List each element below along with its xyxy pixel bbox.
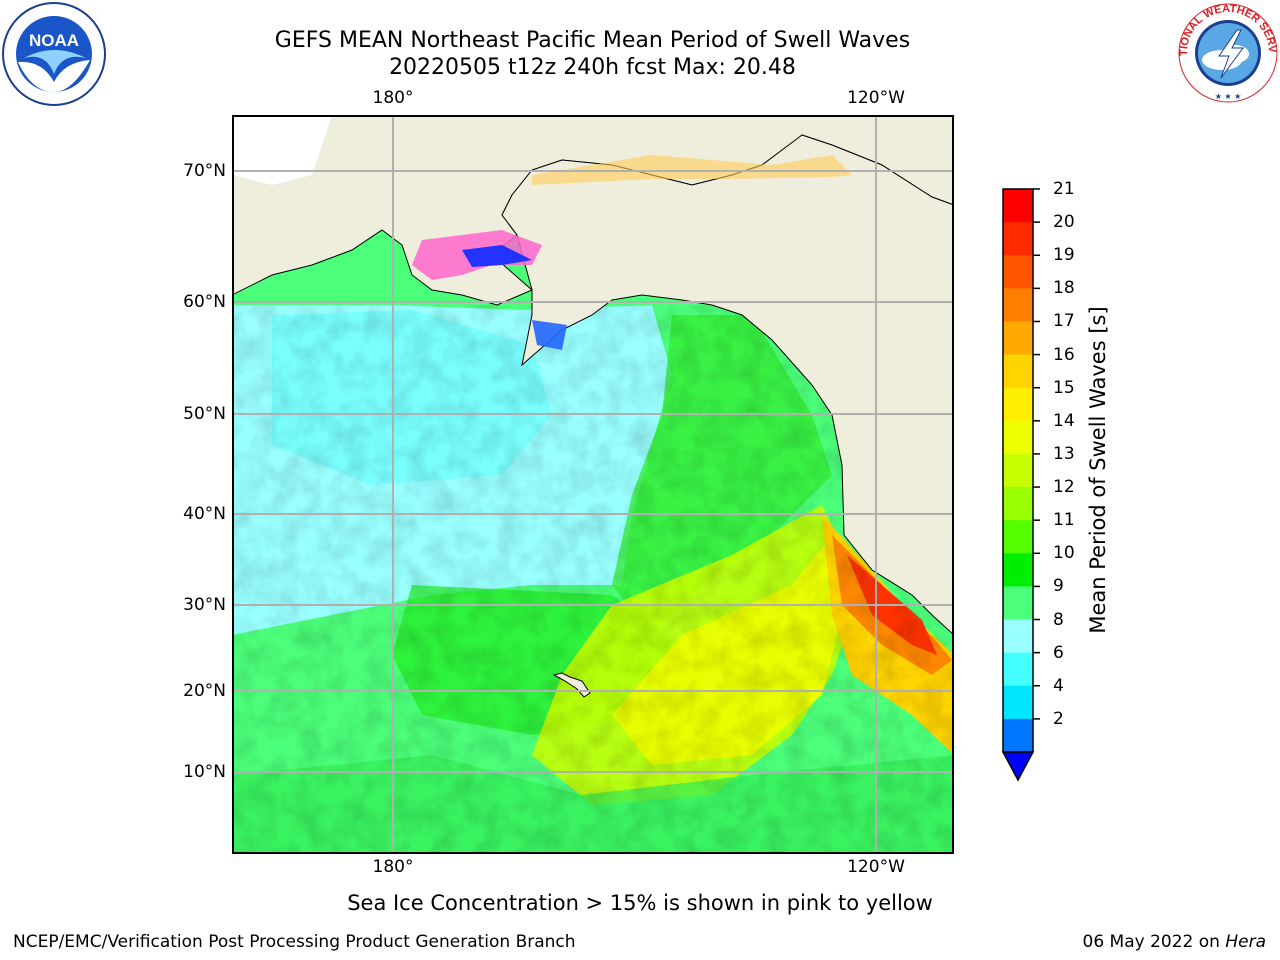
colorbar-title: Mean Period of Swell Waves [s] — [1086, 306, 1110, 634]
colorbar-cell — [1003, 387, 1033, 422]
colorbar-ticks — [1033, 188, 1040, 720]
colorbar-cell — [1003, 586, 1033, 621]
colorbar-cell — [1003, 222, 1033, 256]
lat-label-70n: 70°N — [183, 161, 226, 181]
colorbar-tick-label: 10 — [1053, 543, 1075, 564]
colorbar-cell — [1003, 619, 1033, 654]
colorbar-tick-label: 21 — [1053, 179, 1075, 199]
colorbar-cell — [1003, 652, 1033, 687]
noaa-logo: NOAA — [2, 2, 106, 106]
colorbar-tick-label: 18 — [1053, 278, 1075, 299]
colorbar-tick-label: 14 — [1053, 410, 1075, 431]
land-north-america — [501, 134, 954, 636]
colorbar-cell — [1003, 288, 1033, 322]
colorbar-cell — [1003, 553, 1033, 587]
map-title: GEFS MEAN Northeast Pacific Mean Period … — [274, 28, 911, 53]
colorbar — [1001, 188, 1040, 782]
colorbar-cell — [1003, 453, 1033, 488]
map-panel — [232, 115, 954, 854]
footer-host: Hera — [1225, 932, 1266, 952]
noaa-logo-text: NOAA — [29, 31, 79, 50]
lat-label-30n: 30°N — [183, 595, 226, 615]
colorbar-cell — [1003, 321, 1033, 356]
lon-label-top-120w: 120°W — [847, 88, 905, 108]
sea-ice-core — [462, 245, 532, 267]
colorbar-under-arrow — [1001, 751, 1035, 782]
colorbar-tick-label: 15 — [1053, 377, 1075, 398]
arctic-ocean — [232, 115, 332, 185]
colorbar-tick-label: 9 — [1053, 576, 1064, 597]
colorbar-cell — [1003, 685, 1033, 720]
footer-credit: NCEP/EMC/Verification Post Processing Pr… — [13, 932, 576, 952]
colorbar-cell — [1003, 255, 1033, 289]
colorbar-cell — [1003, 520, 1033, 554]
colorbar-cell — [1003, 189, 1033, 223]
lat-label-40n: 40°N — [183, 504, 226, 524]
sea-ice-note: Sea Ice Concentration > 15% is shown in … — [347, 891, 933, 915]
colorbar-cell — [1003, 718, 1033, 753]
footer-date-text: 06 May 2022 on — [1082, 932, 1226, 952]
svg-text:★ ★ ★: ★ ★ ★ — [1215, 92, 1242, 101]
colorbar-cells — [1003, 189, 1033, 753]
colorbar-tick-label: 6 — [1053, 642, 1064, 663]
national-weather-service-logo: NATIONAL WEATHER SERVICE ★ ★ ★ — [1177, 2, 1278, 103]
colorbar-tick-label: 12 — [1053, 477, 1075, 498]
footer-date: 06 May 2022 on Hera — [1083, 932, 1267, 952]
lat-label-10n: 10°N — [183, 762, 226, 782]
sea-ice-gulf — [532, 320, 567, 350]
colorbar-cell — [1003, 487, 1033, 521]
lat-label-50n: 50°N — [183, 404, 226, 424]
colorbar-tick-label: 11 — [1053, 510, 1075, 531]
lat-label-20n: 20°N — [183, 681, 226, 701]
colorbar-tick-label: 17 — [1053, 311, 1075, 332]
colorbar-tick-label: 13 — [1053, 443, 1075, 464]
lon-label-top-180: 180° — [372, 88, 414, 108]
colorbar-tick-label: 16 — [1053, 344, 1075, 365]
lon-label-bottom-120w: 120°W — [847, 857, 905, 877]
colorbar-tick-label: 20 — [1053, 212, 1075, 233]
colorbar-cell — [1003, 354, 1033, 389]
colorbar-tick-label: 4 — [1053, 675, 1064, 696]
colorbar-tick-label: 19 — [1053, 245, 1075, 266]
colorbar-frame — [1002, 188, 1034, 753]
graticule — [232, 115, 954, 854]
lat-label-60n: 60°N — [183, 292, 226, 312]
map-subtitle: 20220505 t12z 240h fcst Max: 20.48 — [389, 55, 796, 80]
map-border — [232, 115, 954, 854]
colorbar-tick-label: 8 — [1053, 609, 1064, 630]
lon-label-bottom-180: 180° — [372, 857, 414, 877]
colorbar-tick-label: 2 — [1053, 708, 1064, 729]
colorbar-cell — [1003, 420, 1033, 455]
